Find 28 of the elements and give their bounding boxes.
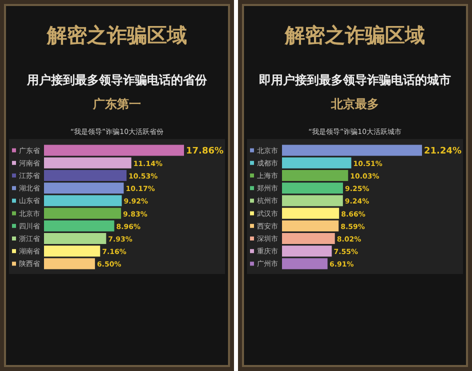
chart-subtitle: 用户接到最多领导诈骗电话的省份	[26, 73, 208, 87]
chart-title: 解密之诈骗区域	[46, 23, 187, 47]
bar	[282, 258, 328, 270]
data-label: 21.24%	[424, 146, 462, 156]
bar	[282, 157, 352, 168]
bar	[282, 208, 340, 219]
bar	[44, 208, 122, 219]
bar	[44, 220, 114, 232]
bar	[282, 233, 335, 244]
data-label: 17.86%	[186, 146, 224, 156]
bar	[282, 220, 339, 232]
bar	[282, 246, 332, 257]
bar	[44, 258, 95, 270]
bar	[282, 182, 343, 194]
bar	[282, 170, 348, 181]
text: 广东第一	[92, 97, 141, 111]
bar	[44, 246, 100, 257]
text: 北京最多	[330, 97, 379, 111]
bar	[44, 157, 132, 168]
bar	[282, 195, 343, 206]
chart-title: 解密之诈骗区域	[284, 23, 425, 47]
bar	[44, 144, 184, 156]
bar	[282, 144, 422, 156]
bar	[44, 170, 127, 181]
bar	[44, 233, 106, 244]
bar	[44, 195, 122, 206]
chart-subtitle: 即用户接到最多领导诈骗电话的城市	[259, 73, 451, 87]
bar	[44, 182, 124, 194]
